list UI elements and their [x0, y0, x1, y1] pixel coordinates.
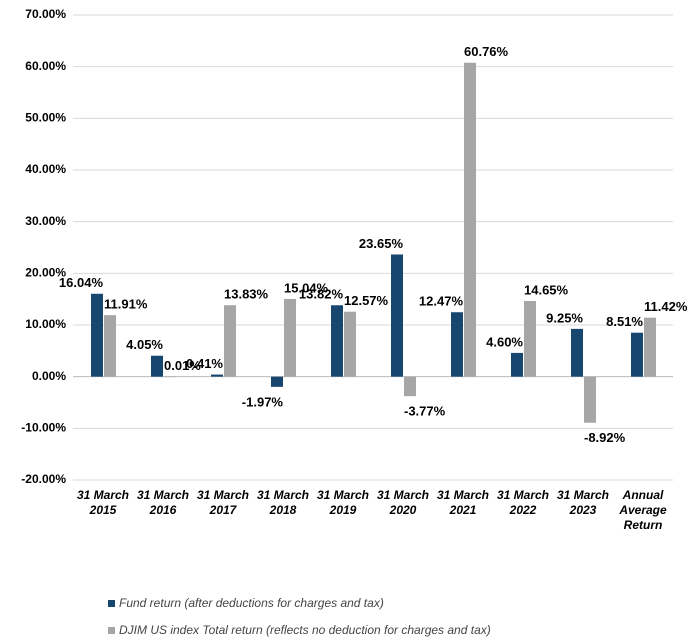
bar — [284, 298, 296, 377]
value-label: 12.57% — [344, 293, 389, 308]
legend-swatch — [108, 599, 115, 607]
value-label: 9.25% — [546, 310, 583, 325]
y-tick-label: 30.00% — [25, 214, 66, 228]
bar — [524, 300, 536, 377]
y-tick-label: -10.00% — [21, 421, 66, 435]
bar — [391, 254, 403, 377]
x-tick-label: 31 March 2019 — [316, 488, 370, 517]
legend-item: Fund return (after deductions for charge… — [108, 596, 384, 610]
legend-label: Fund return (after deductions for charge… — [119, 596, 384, 610]
legend-swatch — [108, 626, 115, 634]
value-label: 14.65% — [524, 282, 569, 297]
bar — [631, 332, 643, 377]
y-tick-label: 0.00% — [32, 369, 66, 383]
y-tick-label: -20.00% — [21, 472, 66, 486]
x-tick-label: 31 March 2021 — [436, 488, 490, 517]
x-tick-label: 31 March 2017 — [196, 488, 250, 517]
bar — [571, 328, 583, 377]
bar — [104, 315, 116, 377]
x-tick-label: 31 March 2023 — [556, 488, 610, 517]
value-label: 15.04% — [284, 280, 329, 295]
x-tick-label: 31 March 2016 — [136, 488, 190, 517]
bar — [151, 355, 163, 377]
x-tick-label: 31 March 2018 — [256, 488, 310, 517]
value-label: 0.01% — [164, 358, 201, 373]
bar — [271, 376, 283, 387]
value-label: 16.04% — [59, 275, 104, 290]
value-label: 4.05% — [126, 337, 163, 352]
bar — [404, 376, 416, 397]
value-label: 60.76% — [464, 44, 509, 59]
bar — [91, 293, 103, 377]
y-tick-label: 40.00% — [25, 162, 66, 176]
value-label: 11.91% — [104, 297, 148, 312]
bar — [164, 376, 176, 378]
value-label: 23.65% — [359, 236, 404, 251]
value-label: 12.47% — [419, 294, 464, 309]
x-tick-label: 31 March 2020 — [376, 488, 430, 517]
bar — [464, 62, 476, 377]
value-label: 13.83% — [224, 287, 269, 302]
bar — [511, 352, 523, 377]
bar — [211, 374, 223, 377]
bar — [331, 305, 343, 377]
value-label: -8.92% — [584, 430, 626, 445]
y-tick-label: 50.00% — [25, 111, 66, 125]
value-label: -1.97% — [242, 394, 284, 409]
bar — [584, 376, 596, 423]
y-tick-label: 70.00% — [25, 7, 66, 21]
bar — [344, 311, 356, 377]
y-tick-label: 10.00% — [25, 317, 66, 331]
value-label: 4.60% — [486, 334, 523, 349]
bar — [224, 305, 236, 377]
legend-label: DJIM US index Total return (reflects no … — [119, 623, 491, 637]
y-tick-label: 60.00% — [25, 59, 66, 73]
y-tick-label: 20.00% — [25, 266, 66, 280]
value-label: 13.82% — [299, 287, 344, 302]
value-label: -3.77% — [404, 404, 446, 419]
bar — [451, 312, 463, 377]
x-tick-label: 31 March 2015 — [76, 488, 130, 517]
x-tick-label: 31 March 2022 — [496, 488, 550, 517]
legend-item: DJIM US index Total return (reflects no … — [108, 623, 491, 637]
bar — [644, 317, 656, 377]
value-label: 11.42% — [644, 299, 688, 314]
value-label: 0.41% — [186, 356, 223, 371]
value-label: 8.51% — [606, 314, 643, 329]
x-tick-label: Annual Average Return — [619, 488, 667, 532]
